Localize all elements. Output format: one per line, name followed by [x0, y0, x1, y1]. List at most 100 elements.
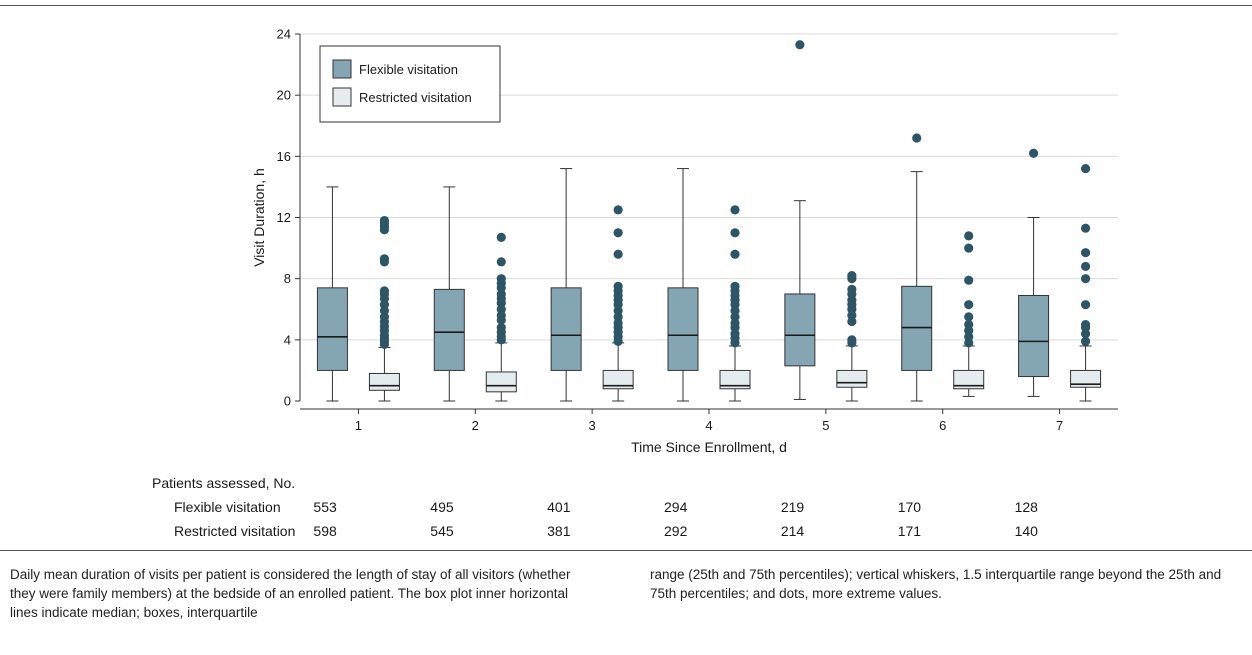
table-title: Patients assessed, No. [152, 475, 296, 491]
box-group [368, 215, 400, 402]
outlier-point [730, 228, 740, 238]
outlier-point [613, 281, 623, 291]
patients-assessed-table: Patients assessed, No. Flexible visitati… [0, 470, 1252, 542]
y-axis-title: Visit Duration, h [251, 168, 267, 267]
outlier-point [912, 133, 922, 143]
top-rule [0, 5, 1252, 6]
outlier-point [613, 205, 623, 215]
iqr-box [667, 287, 699, 371]
iqr-box [1018, 294, 1050, 378]
outlier-point [1080, 319, 1091, 330]
outlier-point [964, 231, 974, 241]
legend-label: Flexible visitation [359, 62, 458, 77]
box-group [953, 231, 985, 397]
x-tick-label: 6 [939, 418, 946, 433]
legend-label: Restricted visitation [359, 90, 472, 105]
outlier-point [730, 281, 740, 291]
outlier-point [496, 274, 506, 284]
outlier-point [1080, 336, 1091, 346]
legend-box [319, 45, 501, 123]
outlier-point [496, 257, 506, 267]
figure-caption-right: range (25th and 75th percentiles); verti… [650, 567, 1222, 601]
outlier-point [964, 319, 974, 330]
outlier-point [613, 249, 623, 259]
table-cell: 219 [780, 499, 805, 515]
table-cell: 381 [547, 523, 571, 539]
outlier-point [1080, 261, 1091, 272]
iqr-box [602, 369, 634, 390]
box-group [667, 168, 699, 402]
figure-caption-left: Daily mean duration of visits per patien… [10, 567, 571, 620]
box-group [836, 271, 868, 402]
table-cell: 545 [430, 523, 454, 539]
outlier-point [964, 275, 974, 285]
y-tick-label: 24 [277, 27, 291, 42]
table-cell: 401 [547, 499, 571, 515]
x-tick-label: 3 [589, 418, 596, 433]
x-tick-label: 5 [822, 418, 829, 433]
outlier-point [379, 215, 390, 226]
iqr-box [433, 288, 465, 371]
caption-rule [0, 550, 1252, 551]
x-tick-label: 2 [472, 418, 479, 433]
table-row-label-restricted: Restricted visitation [174, 523, 296, 539]
y-tick-label: 8 [284, 271, 291, 286]
iqr-box [316, 287, 348, 371]
outlier-point [730, 249, 740, 259]
iqr-box [836, 369, 868, 388]
box-series [316, 40, 1102, 402]
y-tick-label: 0 [284, 394, 291, 409]
outlier-point [379, 254, 390, 264]
table-cell: 598 [313, 523, 337, 539]
box-group [485, 232, 517, 402]
outlier-point [964, 312, 974, 322]
outlier-point [1080, 300, 1091, 310]
iqr-box [550, 287, 582, 371]
table-cell: 171 [897, 523, 922, 539]
outlier-point [964, 300, 974, 310]
legend-swatch [332, 87, 352, 107]
table-cell: 214 [780, 523, 805, 539]
legend-swatch [332, 59, 352, 79]
iqr-box [784, 293, 816, 367]
x-axis-title: Time Since Enrollment, d [631, 439, 787, 455]
y-tick-label: 16 [277, 149, 291, 164]
legend: Flexible visitation Restricted visitation [319, 45, 501, 123]
iqr-box [485, 371, 517, 393]
x-tick-label: 7 [1056, 418, 1063, 433]
box-group [433, 186, 465, 402]
iqr-box [1070, 369, 1102, 388]
iqr-box [953, 369, 985, 390]
y-tick-label: 4 [284, 332, 291, 347]
table-cell: 294 [664, 499, 688, 515]
y-tick-label: 20 [277, 88, 291, 103]
table-cell: 495 [430, 499, 454, 515]
table-row-label-flexible: Flexible visitation [174, 499, 281, 515]
outlier-point [613, 228, 623, 238]
outlier-point [496, 232, 506, 242]
box-group [550, 168, 582, 402]
outlier-point [847, 271, 857, 281]
outlier-point [379, 286, 390, 296]
iqr-box [719, 369, 751, 390]
table-cell: 170 [897, 499, 922, 515]
outlier-point [730, 205, 740, 215]
box-group [1018, 148, 1050, 397]
table-cell: 553 [313, 499, 337, 515]
outlier-point [1080, 274, 1091, 284]
outlier-point [847, 284, 857, 294]
outlier-point [1080, 163, 1091, 174]
outlier-point [1080, 248, 1091, 258]
table-cell: 292 [664, 523, 688, 539]
outlier-point [1080, 223, 1091, 233]
x-tick-label: 4 [705, 418, 712, 433]
table-cell: 128 [1014, 499, 1038, 515]
outlier-point [795, 40, 805, 50]
box-group [784, 40, 816, 400]
outlier-point [847, 335, 857, 345]
box-group [901, 133, 933, 402]
y-tick-label: 12 [277, 210, 291, 225]
outlier-point [964, 243, 974, 253]
